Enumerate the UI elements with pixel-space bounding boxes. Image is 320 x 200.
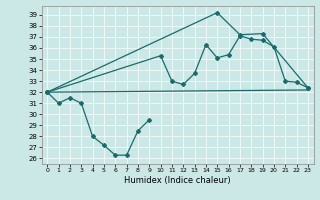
X-axis label: Humidex (Indice chaleur): Humidex (Indice chaleur) — [124, 176, 231, 185]
